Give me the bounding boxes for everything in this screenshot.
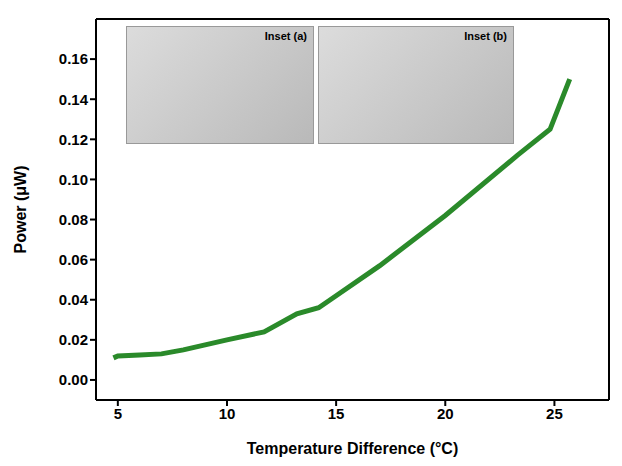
svg-text:0.00: 0.00 (59, 371, 88, 388)
svg-text:10: 10 (219, 405, 236, 422)
svg-text:0.04: 0.04 (59, 291, 89, 308)
svg-text:Temperature Difference (°C): Temperature Difference (°C) (247, 440, 458, 457)
svg-text:0.16: 0.16 (59, 50, 88, 67)
svg-text:0.06: 0.06 (59, 251, 88, 268)
svg-text:25: 25 (546, 405, 563, 422)
html-text:Inset (b): Inset (b) (464, 30, 507, 42)
svg-text:15: 15 (328, 405, 345, 422)
svg-text:20: 20 (437, 405, 454, 422)
svg-text:0.14: 0.14 (59, 91, 89, 108)
svg-text:0.12: 0.12 (59, 131, 88, 148)
svg-text:0.08: 0.08 (59, 211, 88, 228)
svg-text:0.02: 0.02 (59, 331, 88, 348)
svg-text:0.10: 0.10 (59, 171, 88, 188)
svg-text:Power (μW): Power (μW) (12, 165, 29, 253)
html-text:Inset (a): Inset (a) (264, 30, 307, 42)
svg-text:5: 5 (114, 405, 122, 422)
